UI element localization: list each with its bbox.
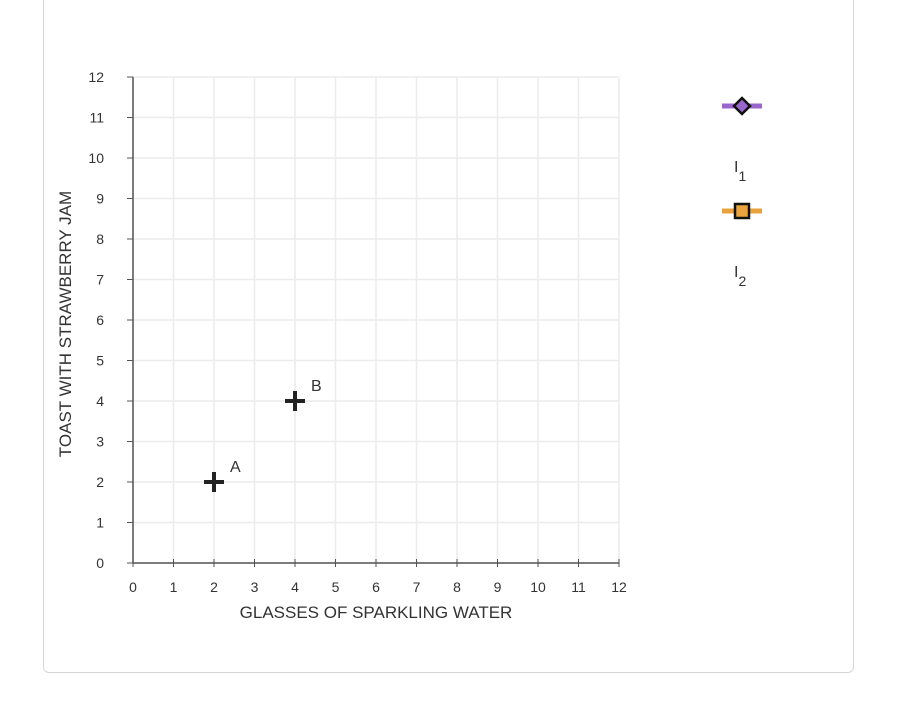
data-points: AB <box>204 378 322 492</box>
x-tick-labels: 0 1 2 3 4 5 6 7 8 9 10 11 12 <box>129 579 627 595</box>
y-tick-label: 7 <box>96 272 104 288</box>
legend: I1 I2 <box>722 96 762 289</box>
y-axis-label: TOAST WITH STRAWBERRY JAM <box>56 191 75 457</box>
x-axis-label: GLASSES OF SPARKLING WATER <box>240 603 513 622</box>
x-tick-label: 9 <box>494 579 502 595</box>
y-tick-label: 6 <box>96 312 104 328</box>
point-label: B <box>311 378 322 395</box>
x-tick-label: 1 <box>170 579 178 595</box>
x-tick-label: 0 <box>129 579 137 595</box>
point-label: A <box>230 459 241 476</box>
x-tick-label: 12 <box>611 579 627 595</box>
y-tick-label: 0 <box>96 555 104 571</box>
y-tick-label: 9 <box>96 191 104 207</box>
y-tick-label: 10 <box>88 150 104 166</box>
y-tick-label: 11 <box>89 110 104 126</box>
x-tick-label: 5 <box>332 579 340 595</box>
y-tick-label: 1 <box>96 515 104 531</box>
diamond-marker-icon <box>732 96 752 116</box>
y-tick-label: 2 <box>96 474 104 490</box>
legend-item-2[interactable]: I2 <box>722 202 762 289</box>
x-tick-label: 10 <box>530 579 546 595</box>
legend-label: I1 <box>734 159 746 184</box>
x-tick-label: 8 <box>453 579 461 595</box>
chart-card <box>43 0 854 673</box>
y-tick-label: 8 <box>96 231 104 247</box>
x-tick-label: 7 <box>413 579 421 595</box>
grid <box>132 76 620 564</box>
y-tick-label: 5 <box>96 353 104 369</box>
point-a[interactable]: A <box>204 459 241 492</box>
square-marker-icon <box>733 202 751 220</box>
y-tick-label: 12 <box>88 69 104 85</box>
x-tick-label: 3 <box>251 579 259 595</box>
x-tick-label: 4 <box>291 579 299 595</box>
y-tick-label: 3 <box>96 434 104 450</box>
legend-item-1[interactable]: I1 <box>722 96 762 184</box>
x-tick-label: 2 <box>210 579 218 595</box>
point-b[interactable]: B <box>285 378 322 411</box>
axes <box>127 76 620 567</box>
y-tick-label: 4 <box>96 393 104 409</box>
legend-label: I2 <box>734 264 746 289</box>
x-tick-label: 6 <box>372 579 380 595</box>
x-tick-label: 11 <box>571 579 586 595</box>
